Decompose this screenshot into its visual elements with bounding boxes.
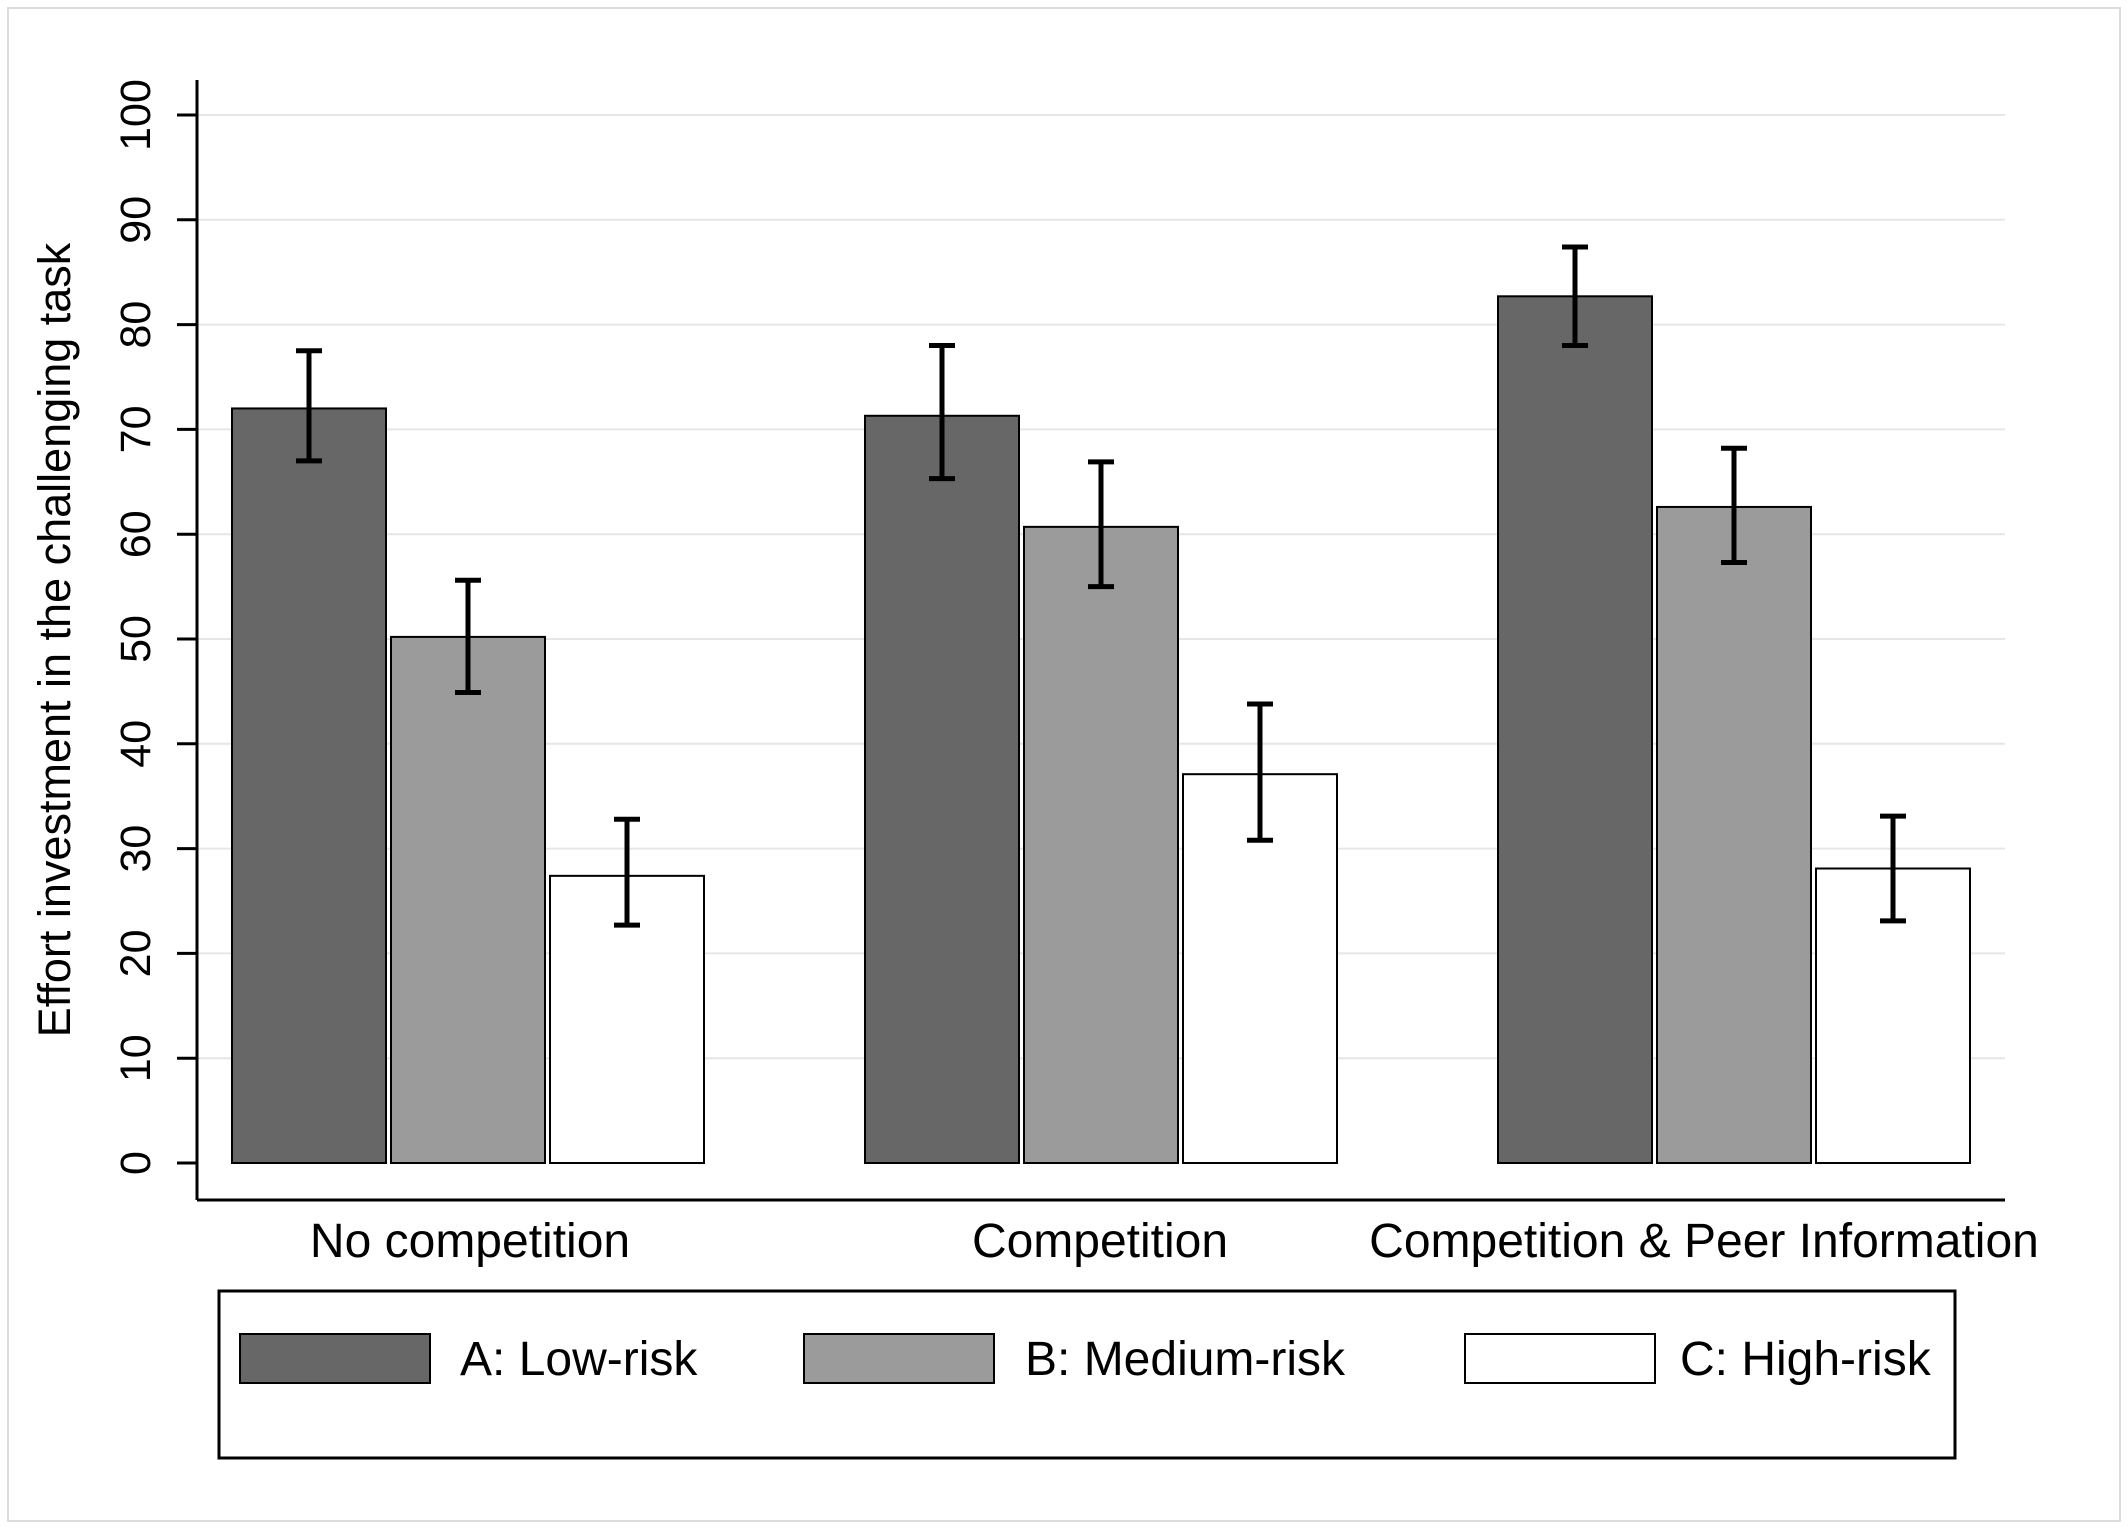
legend: A: Low-risk B: Medium-risk C: High-risk (239, 1333, 1932, 1386)
y-tick-label: 30 (112, 825, 160, 873)
y-tick-label: 80 (112, 301, 160, 349)
y-tick-label: 0 (112, 1151, 160, 1175)
legend-label: B: Medium-risk (1025, 1333, 1346, 1386)
bar-medium-risk (1023, 525, 1179, 1164)
x-category-label: Competition & Peer Information (1369, 1215, 2039, 1268)
y-tick-label: 10 (112, 1034, 160, 1082)
y-tick-label: 50 (112, 615, 160, 663)
y-tick-label: 90 (112, 196, 160, 244)
bar-medium-risk (390, 635, 546, 1164)
y-tick-label: 60 (112, 510, 160, 558)
y-tick-label: 20 (112, 929, 160, 977)
y-tick-label: 40 (112, 720, 160, 768)
bar-low-risk (864, 414, 1020, 1164)
legend-label: C: High-risk (1680, 1333, 1932, 1386)
bars (231, 295, 1971, 1165)
legend-label: A: Low-risk (460, 1333, 698, 1386)
legend-box (217, 1289, 1957, 1460)
legend-swatch (239, 1333, 431, 1384)
x-category-labels: No competition Competition Competition & P… (310, 1215, 2039, 1268)
error-bars (296, 244, 1906, 928)
bar-medium-risk (1656, 505, 1812, 1164)
y-tick-label: 70 (112, 405, 160, 453)
y-axis-title: Effort investment in the challenging tas… (29, 242, 80, 1037)
legend-swatch (803, 1333, 995, 1384)
y-tick-label: 100 (112, 79, 160, 151)
x-category-label: No competition (310, 1215, 630, 1268)
bar-low-risk (1497, 295, 1653, 1164)
bar-low-risk (231, 407, 387, 1164)
y-ticks: 0 10 20 30 40 50 60 70 80 90 100 (112, 79, 197, 1175)
legend-swatch (1464, 1333, 1656, 1384)
x-category-label: Competition (972, 1215, 1228, 1268)
